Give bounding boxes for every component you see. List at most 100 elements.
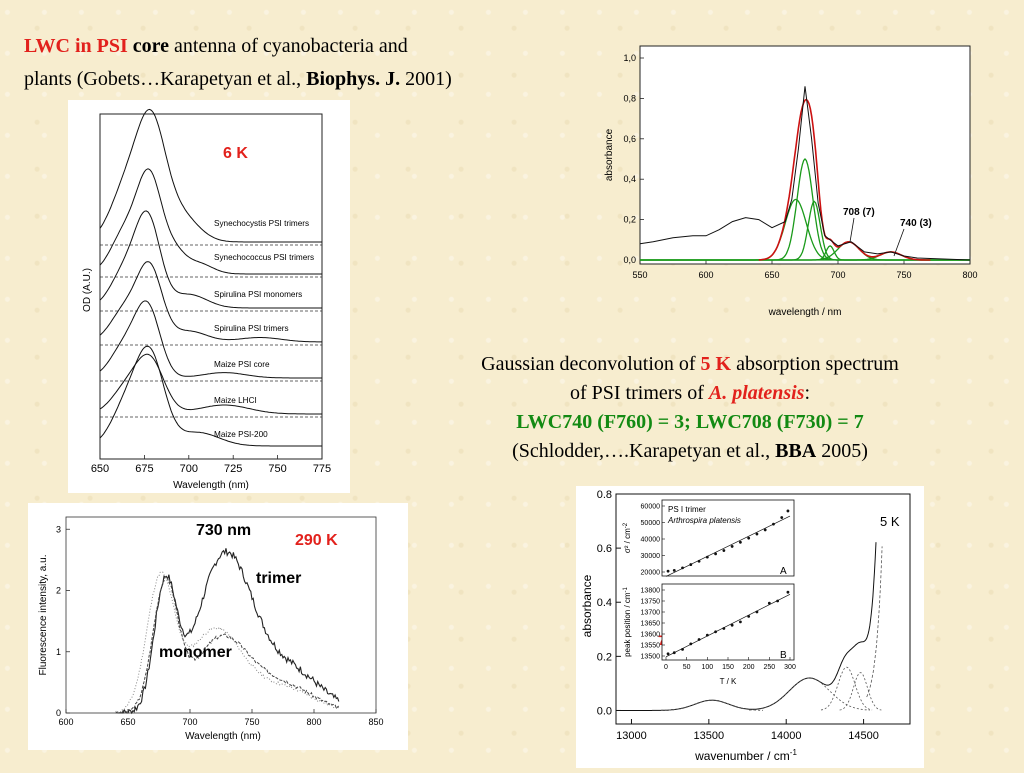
od-ylabel: OD (A.U.) — [82, 268, 93, 312]
slide-title: LWC in PSI core antenna of cyanobacteria… — [24, 30, 452, 96]
od-series-label: Synechocystis PSI trimers — [214, 219, 309, 228]
inset-data-point — [747, 615, 751, 618]
inset-data-point — [786, 590, 790, 594]
od-series-label: Maize PSI-200 — [214, 430, 268, 439]
dotted-line — [115, 571, 340, 714]
inset-data-point — [763, 528, 767, 532]
inset-a-legend-2: Arthrospira platensis — [667, 516, 741, 525]
inset-b-label: B — [780, 650, 787, 661]
od-series-line — [99, 353, 322, 415]
od-xtick-label: 700 — [180, 463, 198, 475]
caption-species: A. platensis — [708, 382, 805, 404]
annot-740: 740 (3) — [900, 218, 932, 229]
inset-ytick-label: 20000 — [641, 570, 661, 577]
od-series-line — [99, 108, 322, 243]
inset-ytick-label: 13650 — [641, 621, 661, 628]
inset-xtick-label: 250 — [763, 664, 775, 671]
inset-xtick-label: 50 — [683, 664, 691, 671]
inset-data-point — [689, 642, 693, 646]
inset-data-point — [666, 569, 670, 573]
inset-xtick-label: 100 — [701, 664, 713, 671]
inset-a-legend-1: PS I trimer — [668, 505, 706, 514]
wavenumber-xtick-label: 14500 — [848, 730, 879, 742]
deconv-xtick-label: 650 — [764, 270, 779, 280]
inset-ytick-label: 13600 — [641, 632, 661, 639]
deconvolution-panel: 550 600 650 700 750 800 0,0 0,2 0,4 0,6 0,8 1,0 708… — [592, 38, 984, 320]
inset-fit-line — [665, 515, 791, 577]
inset-xtick-label: 0 — [664, 664, 668, 671]
caption-colon: : — [804, 382, 811, 404]
od-xtick-label: 650 — [91, 463, 109, 475]
monomer-line — [115, 576, 340, 714]
figure-caption: Gaussian deconvolution of 5 K absorption… — [416, 350, 964, 466]
inset-data-point — [697, 559, 701, 563]
od-series-label: Spirulina PSI trimers — [214, 324, 289, 333]
caption-text-b: absorption spectrum — [736, 353, 899, 375]
wavenumber-component-line — [839, 672, 882, 711]
caption-line-1: Gaussian deconvolution of 5 K absorption… — [416, 350, 964, 379]
inset-a: 20000 30000 40000 50000 60000 PS I trimer Ar… — [623, 499, 795, 577]
deconvolution-chart: 550 600 650 700 750 800 0,0 0,2 0,4 0,6 0,8 1,0 708… — [604, 45, 978, 318]
inset-fit-line — [665, 593, 791, 658]
wavenumber-xtick-label: 13000 — [616, 730, 647, 742]
inset-data-point — [776, 599, 779, 603]
inset-ytick-label: 13700 — [641, 610, 661, 617]
inset-ytick-label: 50000 — [641, 520, 661, 527]
inset-data-point — [739, 620, 742, 624]
fluor-temp-label: 290 K — [295, 532, 338, 549]
caption-journal: BBA — [775, 440, 817, 462]
inset-data-point — [681, 566, 684, 570]
od-temp-label: 6 K — [223, 145, 248, 162]
deconv-ytick-label: 1,0 — [623, 53, 636, 63]
trimer-label: trimer — [256, 570, 301, 587]
fluor-ytick-label: 1 — [56, 647, 61, 657]
inset-data-point — [747, 536, 751, 540]
deconv-ylabel: absorbance — [604, 128, 615, 181]
deconv-xtick-label: 700 — [830, 270, 845, 280]
title-line-1: LWC in PSI core antenna of cyanobacteria… — [24, 30, 452, 63]
inset-data-point — [722, 549, 726, 552]
inset-xtick-label: 150 — [722, 664, 734, 671]
wavenumber-xtick-label: 13500 — [694, 730, 725, 742]
fluor-xlabel: Wavelength (nm) — [185, 731, 261, 742]
caption-text-c: of PSI trimers of — [569, 382, 704, 404]
inset-ytick-label: 40000 — [641, 537, 661, 544]
title-year: 2001) — [405, 68, 452, 90]
wavenumber-ytick-label: 0.8 — [597, 489, 612, 501]
wavenumber-ytick-label: 0.0 — [597, 705, 612, 717]
inset-data-point — [767, 601, 771, 605]
fluor-xtick-label: 700 — [182, 717, 197, 727]
inset-b-ylabel: peak position / cm-1 — [623, 586, 632, 656]
fluor-xtick-label: 650 — [120, 717, 135, 727]
od-series-label: Synechococcus PSI trimers — [214, 253, 314, 262]
inset-data-point — [705, 633, 709, 637]
fluorescence-panel: 600 650 700 750 800 850 0 1 2 3 730 nm 290 K trim… — [28, 503, 408, 750]
inset-data-point — [714, 630, 717, 634]
od-series-line — [99, 210, 322, 309]
fluor-xtick-label: 600 — [58, 717, 73, 727]
od-series-label: Spirulina PSI monomers — [214, 290, 302, 299]
inset-data-point — [755, 532, 759, 536]
caption-line-3: LWC740 (F760) = 3; LWC708 (F730) = 7 — [416, 408, 964, 437]
inset-ytick-label: 13750 — [641, 599, 661, 606]
inset-data-point — [722, 627, 726, 630]
caption-temp: 5 K — [700, 353, 732, 375]
inset-data-point — [689, 563, 693, 566]
inset-data-point — [780, 516, 784, 519]
fluor-xtick-label: 750 — [244, 717, 259, 727]
inset-b-xlabel: T / K — [720, 677, 737, 686]
deconv-ytick-label: 0,2 — [623, 215, 636, 225]
inset-ytick-label: 13550 — [641, 643, 661, 650]
fluor-ytick-label: 3 — [56, 524, 61, 534]
deconv-ytick-label: 0,6 — [623, 134, 636, 144]
title-rest: antenna of cyanobacteria and — [174, 35, 408, 57]
caption-authors: (Schlodder,….Karapetyan et al., — [512, 440, 771, 462]
inset-data-point — [739, 540, 742, 544]
inset-data-point — [772, 522, 775, 526]
od-xtick-label: 750 — [268, 463, 286, 475]
fluor-ytick-label: 0 — [56, 708, 61, 718]
annot-708: 708 (7) — [843, 207, 875, 218]
fluor-xtick-label: 850 — [368, 717, 383, 727]
inset-data-point — [730, 545, 734, 548]
